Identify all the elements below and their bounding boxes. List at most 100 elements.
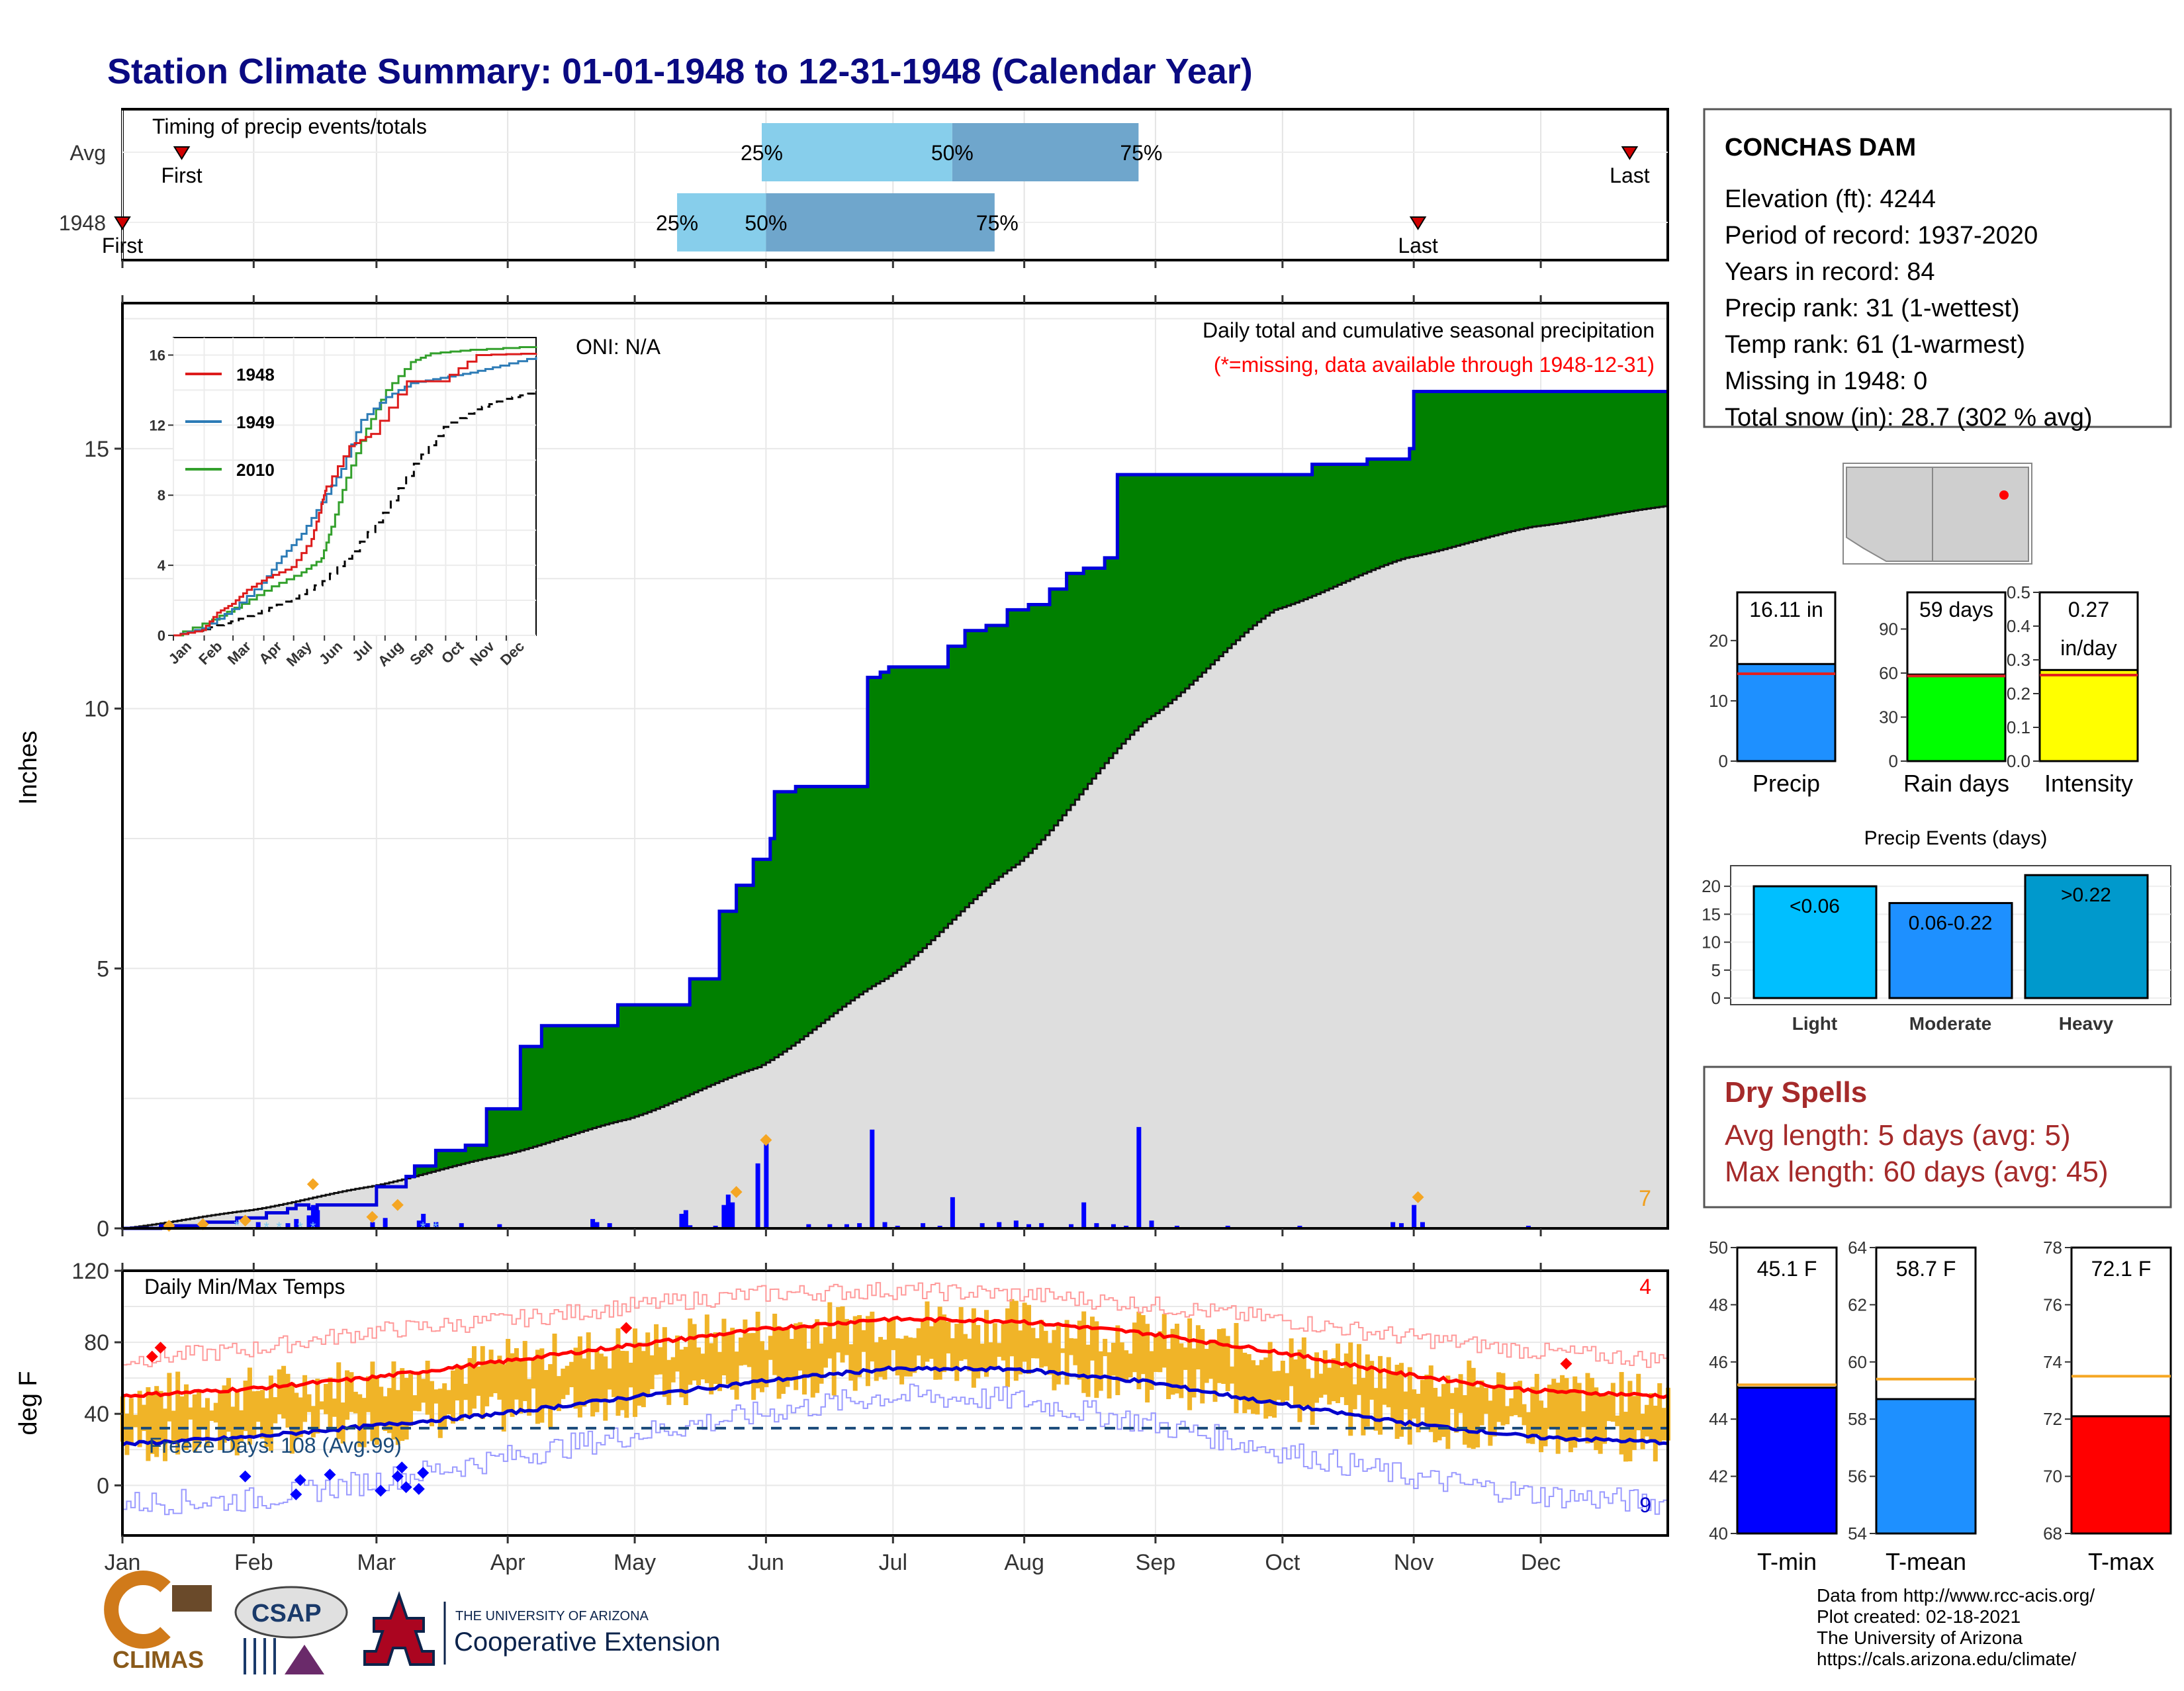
temp-daily-bar — [1056, 1324, 1061, 1385]
temp-daily-bar — [1428, 1365, 1433, 1432]
temp-daily-bar — [1085, 1344, 1091, 1397]
temp-daily-bar — [310, 1406, 316, 1438]
temp-min-average-line — [121, 1365, 1668, 1447]
precip-daily-bar — [1111, 1224, 1116, 1228]
temp-daily-bar — [1581, 1411, 1586, 1428]
temp-max-average-line — [122, 1315, 1668, 1399]
temp-daily-bar — [1513, 1382, 1518, 1416]
temp-daily-bar — [1479, 1380, 1484, 1426]
temp-daily-bar — [353, 1391, 358, 1414]
temp-daily-bar — [277, 1369, 282, 1414]
temp-daily-bar — [1645, 1404, 1650, 1437]
precip-daily-bar — [764, 1142, 769, 1228]
temp-daily-bar — [921, 1321, 926, 1369]
temp-daily-bar — [1174, 1324, 1179, 1394]
temp-daily-bar — [1145, 1324, 1150, 1403]
precip-daily-bar — [683, 1210, 688, 1228]
gauge-tick-label: 0 — [1889, 751, 1898, 771]
temp-daily-bar — [1246, 1354, 1251, 1410]
temp-daily-bar — [1504, 1406, 1510, 1425]
tgauge-tick-label: 70 — [2043, 1467, 2062, 1486]
temp-panel: 0 40 80 120 Jan Feb Mar Apr May Jun Jul Aug Sep Oct N… — [15, 1259, 1670, 1575]
temp-daily-bar — [1636, 1373, 1641, 1431]
temp-daily-range-bars — [120, 1299, 1670, 1462]
temp-daily-bar — [772, 1313, 778, 1375]
station-name: CONCHAS DAM — [1725, 134, 1916, 161]
temp-daily-bar — [1289, 1338, 1294, 1387]
precip-y-tick-label: 0 — [97, 1216, 109, 1242]
timing-heading: Timing of precip events/totals — [152, 114, 427, 138]
temp-record-low-marker — [391, 1470, 404, 1483]
temp-daily-bar — [1322, 1350, 1328, 1395]
temp-daily-bar — [1005, 1308, 1011, 1387]
station-missing: Missing in 1948: 0 — [1725, 367, 1927, 395]
precip-snow-marker — [730, 1186, 743, 1199]
temp-daily-bar — [260, 1390, 265, 1439]
temp-daily-bar — [1204, 1349, 1209, 1383]
temp-daily-bar — [548, 1364, 553, 1428]
temp-daily-bar — [1077, 1320, 1082, 1380]
temp-daily-bar — [1263, 1357, 1269, 1419]
station-period: Period of record: 1937-2020 — [1725, 222, 2038, 250]
temp-record-low-marker — [396, 1461, 408, 1474]
temp-daily-bar — [624, 1351, 629, 1418]
precip-daily-bar — [950, 1197, 955, 1228]
temp-daily-bar — [226, 1377, 231, 1432]
month-label-nov: Nov — [1394, 1550, 1433, 1575]
events-bar-moderate — [1888, 901, 2013, 999]
events-y-tick-label: 20 — [1702, 876, 1721, 896]
temp-daily-bar — [222, 1385, 227, 1443]
temp-daily-bar — [780, 1329, 786, 1394]
precip-daily-bar — [433, 1222, 439, 1228]
events-y-tick-label: 10 — [1702, 933, 1721, 952]
temp-daily-bar — [679, 1349, 684, 1398]
precip-daily-bar — [607, 1223, 612, 1228]
temp-daily-bar — [1221, 1328, 1226, 1384]
temp-daily-bar — [670, 1357, 676, 1383]
climas-logo-text: CLIMAS — [113, 1646, 204, 1673]
precip-daily-bar — [730, 1202, 735, 1228]
temp-title: Daily Min/Max Temps — [144, 1275, 345, 1299]
temp-daily-bar — [1022, 1303, 1027, 1362]
dry-spells-avg: Avg length: 5 days (avg: 5) — [1725, 1119, 2071, 1152]
precip-daily-bar — [1081, 1202, 1087, 1228]
gauge-tick-label: 20 — [1709, 631, 1728, 651]
inset-y-tick-label: 16 — [150, 347, 165, 363]
tgauge-tick-label: 60 — [1848, 1352, 1867, 1372]
temp-daily-bar — [1013, 1301, 1019, 1381]
temp-daily-bar — [1352, 1384, 1357, 1410]
temp-record-high-line — [122, 1282, 1668, 1368]
inset-lines — [173, 346, 537, 637]
temp-y-tick-label: 40 — [84, 1402, 109, 1427]
temp-daily-bar — [797, 1322, 803, 1371]
temp-daily-bar — [387, 1388, 392, 1434]
precip-daily-bar — [755, 1163, 760, 1228]
temp-daily-bar — [637, 1342, 642, 1406]
precip-daily-bar — [1398, 1223, 1404, 1228]
temp-daily-bar — [590, 1369, 596, 1417]
timing-first-marker — [114, 216, 131, 230]
csap-bars-icon — [244, 1638, 276, 1674]
temp-daily-bar — [713, 1332, 718, 1385]
temp-daily-bar — [907, 1337, 913, 1377]
temp-daily-bar — [899, 1338, 905, 1385]
precip-daily-bar — [1149, 1220, 1154, 1228]
precip-daily-bar — [1094, 1223, 1099, 1228]
temp-daily-bar — [306, 1394, 312, 1412]
precip-snow-marker — [239, 1214, 251, 1227]
temp-daily-bar — [552, 1334, 557, 1406]
temp-daily-bar — [984, 1310, 989, 1377]
timing-first-label: First — [161, 163, 202, 187]
station-precip-rank: Precip rank: 31 (1-wettest) — [1725, 295, 2020, 322]
tgauge-tick-label: 72 — [2043, 1409, 2062, 1429]
temp-daily-bar — [874, 1342, 879, 1381]
precip-snow-marker — [366, 1211, 379, 1223]
temp-daily-bar — [704, 1314, 709, 1383]
temp-daily-bar — [556, 1376, 561, 1412]
events-title: Precip Events (days) — [1864, 827, 2048, 849]
temp-daily-bar — [1149, 1351, 1154, 1390]
precip-daily-bar — [285, 1223, 291, 1228]
precip-daily-bar — [416, 1220, 422, 1228]
temp-daily-bar — [1454, 1387, 1459, 1433]
temp-daily-bar — [1153, 1334, 1158, 1372]
